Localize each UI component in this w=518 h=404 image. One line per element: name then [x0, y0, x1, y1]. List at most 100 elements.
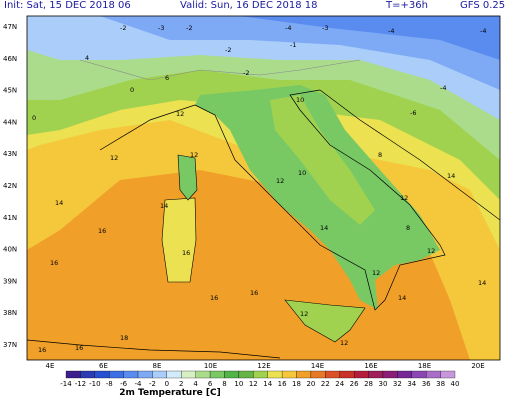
contour-label: -2: [225, 46, 231, 54]
contour-label: 12: [176, 110, 184, 118]
contour-label: 14: [398, 294, 406, 302]
contour-label: -6: [410, 109, 416, 117]
colorbar-swatch: [80, 370, 95, 379]
colorbar-label: 28: [364, 380, 373, 388]
contour-label: -2: [243, 69, 249, 77]
latitude-labels: 47N 46N 45N 44N 43N 42N 41N 40N 39N 38N 37N: [3, 23, 17, 349]
contour-label: 0: [130, 86, 134, 94]
lon-label: 16E: [364, 362, 377, 370]
contour-label: -4: [440, 84, 446, 92]
contour-label: -3: [158, 24, 164, 32]
contour-label: 12: [427, 247, 435, 255]
colorbar-label: -10: [89, 380, 100, 388]
colorbar-label: -12: [75, 380, 86, 388]
init-time: Init: Sat, 15 DEC 2018 06: [4, 0, 131, 11]
contour-label: 12: [340, 339, 348, 347]
colorbar-label: 4: [193, 380, 198, 388]
valid-time: Valid: Sun, 16 DEC 2018 18: [180, 0, 317, 11]
contour-label: 16: [182, 249, 190, 257]
colorbar-label: 2: [179, 380, 183, 388]
contour-label: -4: [285, 24, 291, 32]
model-name: GFS 0.25: [460, 0, 505, 11]
contour-label: 8: [378, 151, 382, 159]
colorbar-swatch: [267, 370, 283, 379]
colorbar-swatch: [123, 370, 139, 379]
colorbar-swatch: [137, 370, 153, 379]
contour-label: 0: [32, 114, 36, 122]
contour-label: -1: [290, 41, 296, 49]
colorbar-swatch: [411, 370, 427, 379]
colorbar-swatch: [296, 370, 312, 379]
colorbar-swatch: [209, 370, 225, 379]
longitude-labels: 4E 6E 8E 10E 12E 14E 16E 18E 20E: [46, 362, 485, 370]
colorbar-swatch: [181, 370, 196, 379]
lon-label: 6E: [99, 362, 108, 370]
colorbar-label: 14: [263, 380, 272, 388]
contour-label: 12: [110, 154, 118, 162]
colorbar-swatch: [281, 370, 297, 379]
lat-label: 37N: [3, 341, 17, 349]
contour-label: 8: [406, 224, 410, 232]
colorbar-swatch: [339, 370, 355, 379]
colorbar-label: 22: [321, 380, 330, 388]
lon-label: 8E: [153, 362, 162, 370]
contour-label: 12: [372, 269, 380, 277]
contour-label: 12: [190, 151, 198, 159]
lat-label: 43N: [3, 150, 17, 158]
lat-label: 45N: [3, 87, 17, 95]
colorbar-label: 0: [165, 380, 169, 388]
colorbar-swatch: [253, 370, 268, 379]
contour-label: 16: [210, 294, 218, 302]
lat-label: 42N: [3, 182, 17, 190]
colorbar-label: -4: [135, 380, 143, 388]
colorbar-label: 18: [292, 380, 301, 388]
colorbar-label: 10: [234, 380, 243, 388]
contour-label: 16: [250, 289, 258, 297]
lon-label: 10E: [204, 362, 217, 370]
colorbar-label: 6: [208, 380, 213, 388]
contour-label: 12: [276, 177, 284, 185]
colorbar-label: -14: [60, 380, 72, 388]
contour-label: 18: [120, 334, 128, 342]
contour-label: 14: [55, 199, 63, 207]
contour-label: 12: [300, 310, 308, 318]
colorbar-swatch: [195, 370, 211, 379]
colorbar: -14 -12 -10 -8 -6 -4 -2 0 2 4 6 8 10 12 14 16 18 20 22 24 26…: [60, 370, 459, 388]
lon-label: 4E: [46, 362, 55, 370]
contour-label: 14: [447, 172, 455, 180]
contour-label: -2: [120, 24, 126, 32]
colorbar-swatch: [353, 370, 369, 379]
contour-label: 6: [165, 74, 169, 82]
colorbar-swatch: [238, 370, 254, 379]
contour-label: 14: [320, 224, 328, 232]
contour-label: -3: [322, 24, 328, 32]
lat-label: 40N: [3, 246, 17, 254]
colorbar-swatch: [368, 370, 384, 379]
colorbar-swatch: [109, 370, 124, 379]
colorbar-label: 16: [278, 380, 287, 388]
lon-label: 20E: [471, 362, 484, 370]
contour-label: 10: [296, 96, 304, 104]
colorbar-label: -6: [120, 380, 128, 388]
colorbar-label: 32: [393, 380, 402, 388]
lon-label: 12E: [257, 362, 270, 370]
colorbar-swatch: [94, 370, 110, 379]
contour-label: 14: [478, 279, 486, 287]
colorbar-label: 20: [306, 380, 315, 388]
lat-label: 46N: [3, 55, 17, 63]
lat-label: 38N: [3, 309, 17, 317]
colorbar-label: 38: [436, 380, 445, 388]
colorbar-label: 12: [249, 380, 258, 388]
contour-label: -4: [480, 27, 486, 35]
colorbar-swatch: [166, 370, 182, 379]
contour-label: 10: [298, 169, 306, 177]
colorbar-swatch: [426, 370, 441, 379]
forecast-step: T=+36h: [385, 0, 428, 11]
colorbar-swatch: [382, 370, 398, 379]
contour-label: 16: [75, 344, 83, 352]
colorbar-label: -8: [106, 380, 113, 388]
map: [26, 15, 501, 361]
colorbar-label: 26: [350, 380, 359, 388]
lon-label: 18E: [418, 362, 431, 370]
